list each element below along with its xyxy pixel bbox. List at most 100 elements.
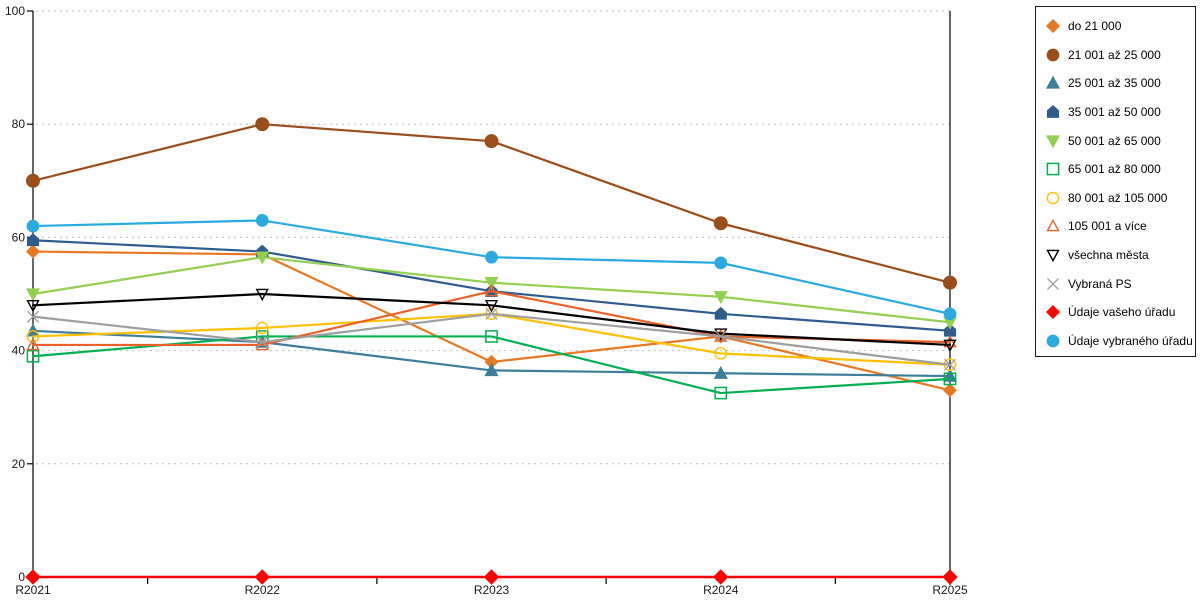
- pentagon-icon: [1046, 105, 1060, 118]
- data-point: [26, 310, 40, 323]
- legend-item-0: do 21 000: [1045, 12, 1191, 41]
- data-point: [484, 277, 499, 291]
- data-point: [943, 335, 957, 348]
- series-line: [31, 292, 952, 347]
- data-point: [25, 244, 41, 259]
- data-point: [255, 321, 269, 335]
- data-point: [26, 219, 40, 233]
- data-point: [26, 330, 40, 343]
- data-point: [483, 569, 500, 585]
- legend-label: 105 001 a více: [1068, 219, 1147, 234]
- legend-item-5: 65 001 až 80 000: [1045, 155, 1191, 184]
- series-2: [25, 323, 958, 382]
- legend-item-10: Údaje vašeho úřadu: [1045, 298, 1191, 327]
- y-tick-label-80: 80: [12, 117, 26, 131]
- legend-label: Vybraná PS: [1068, 276, 1132, 291]
- legend-item-2: 25 001 až 35 000: [1045, 69, 1191, 98]
- data-point: [713, 291, 728, 305]
- data-point: [484, 284, 499, 297]
- series-1: [25, 117, 958, 290]
- legend-label: 65 001 až 80 000: [1068, 162, 1161, 177]
- x-category-label: R2024: [703, 583, 739, 597]
- x-category-label: R2022: [245, 583, 281, 597]
- triangle-up-icon: [1045, 76, 1061, 90]
- legend-label: 25 001 až 35 000: [1068, 76, 1161, 91]
- data-point: [943, 358, 957, 371]
- data-point: [485, 330, 498, 343]
- legend-item-8: všechna města: [1045, 241, 1191, 270]
- x-category-label: R2021: [15, 583, 51, 597]
- data-point: [943, 372, 957, 386]
- series-9: [26, 307, 957, 371]
- data-point: [713, 216, 728, 231]
- data-point: [942, 383, 958, 398]
- series-4: [25, 251, 958, 330]
- data-point: [485, 250, 498, 264]
- legend-item-1: 21 001 až 25 000: [1045, 41, 1191, 70]
- chart-legend: do 21 000 21 001 až 25 000 25 001 až 35 00…: [1035, 6, 1196, 357]
- series-7: [26, 284, 957, 351]
- legend-label: do 21 000: [1068, 19, 1122, 34]
- data-point: [942, 569, 958, 585]
- diamond-icon: [1045, 305, 1061, 320]
- y-tick-label-0: 0: [18, 570, 25, 584]
- x-category-label: R2023: [474, 583, 510, 597]
- legend-label: Údaje vašeho úřadu: [1068, 305, 1176, 320]
- data-point: [25, 173, 41, 188]
- legend-label: 21 001 až 25 000: [1068, 47, 1161, 62]
- data-point: [714, 256, 728, 270]
- data-point: [255, 214, 269, 227]
- data-point: [26, 233, 40, 247]
- data-point: [484, 363, 499, 377]
- data-point: [484, 300, 499, 313]
- data-point: [943, 339, 957, 353]
- legend-item-11: Údaje vybraného úřadu: [1045, 327, 1193, 356]
- x-category-label: R2025: [932, 583, 968, 597]
- y-tick-label-20: 20: [12, 457, 26, 471]
- series-10: [25, 569, 958, 585]
- data-point: [714, 306, 727, 320]
- y-tick-label-60: 60: [12, 230, 26, 244]
- series-5: [26, 330, 957, 400]
- data-point: [943, 307, 957, 321]
- data-point: [714, 330, 727, 343]
- data-point: [485, 307, 498, 320]
- data-point: [26, 300, 40, 313]
- triangle-down-icon: [1045, 135, 1061, 149]
- triangle-up-open-icon: [1046, 219, 1060, 232]
- legend-label: 50 001 až 65 000: [1068, 133, 1161, 148]
- legend-label: Údaje vybraného úřadu: [1068, 333, 1193, 348]
- data-point: [254, 569, 270, 585]
- y-tick-label-100: 100: [5, 4, 25, 18]
- square-open-icon: [1046, 162, 1060, 176]
- data-point: [26, 337, 40, 351]
- legend-item-3: 35 001 až 50 000: [1045, 98, 1191, 127]
- y-tick-label-40: 40: [12, 344, 26, 358]
- data-point: [25, 569, 41, 585]
- legend-label: všechna města: [1068, 248, 1149, 263]
- series-line: [31, 335, 952, 395]
- data-point: [255, 117, 270, 132]
- circle-icon: [1046, 334, 1060, 348]
- data-point: [255, 251, 270, 265]
- legend-label: 35 001 až 50 000: [1068, 105, 1161, 120]
- data-point: [26, 349, 40, 363]
- y-gridlines: [36, 10, 950, 465]
- diamond-icon: [1045, 19, 1061, 34]
- data-point: [713, 569, 729, 585]
- series-11: [26, 214, 957, 321]
- data-point: [714, 386, 728, 400]
- data-point: [713, 365, 728, 379]
- legend-item-6: 80 001 až 105 000: [1045, 184, 1191, 213]
- circle-icon: [1046, 48, 1060, 62]
- data-point: [714, 347, 728, 360]
- data-point: [255, 288, 269, 302]
- series-line: [31, 219, 952, 315]
- legend-item-7: 105 001 a více: [1045, 212, 1191, 241]
- data-point: [942, 275, 958, 290]
- legend-item-9: Vybraná PS: [1045, 269, 1191, 298]
- series-8: [26, 288, 957, 353]
- legend-item-4: 50 001 až 65 000: [1045, 126, 1191, 155]
